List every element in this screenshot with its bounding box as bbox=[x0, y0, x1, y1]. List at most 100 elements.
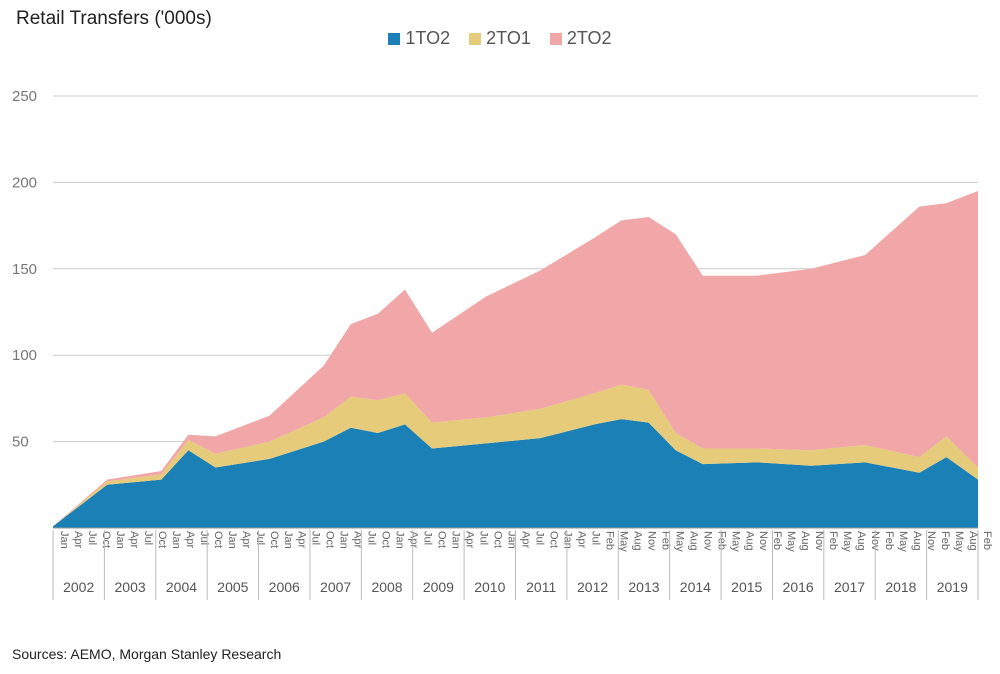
x-month-label: Aug bbox=[855, 531, 867, 551]
x-month-label: May bbox=[785, 531, 797, 552]
x-month-label: Jan bbox=[394, 531, 406, 549]
x-month-label: Jul bbox=[478, 531, 490, 545]
x-month-label: May bbox=[729, 531, 741, 552]
x-month-label: Feb bbox=[659, 531, 671, 550]
x-month-label: Aug bbox=[967, 531, 979, 551]
x-month-label: May bbox=[953, 531, 965, 552]
x-month-label: Oct bbox=[324, 531, 336, 548]
x-month-label: Oct bbox=[100, 531, 112, 548]
y-tick-label: 150 bbox=[12, 261, 37, 278]
x-month-label: May bbox=[617, 531, 629, 552]
x-month-label: Feb bbox=[883, 531, 895, 550]
x-month-label: May bbox=[897, 531, 909, 552]
legend-label-2to1: 2TO1 bbox=[486, 28, 531, 48]
x-month-label: Apr bbox=[520, 531, 532, 548]
x-month-label: Oct bbox=[492, 531, 504, 548]
legend-label-1to2: 1TO2 bbox=[405, 28, 451, 48]
x-month-label: Feb bbox=[771, 531, 783, 550]
x-year-label: 2014 bbox=[680, 579, 711, 595]
x-month-label: Apr bbox=[296, 531, 308, 548]
source-note: Sources: AEMO, Morgan Stanley Research bbox=[12, 646, 282, 662]
x-year-label: 2006 bbox=[269, 579, 300, 595]
x-month-label: Jul bbox=[366, 531, 378, 545]
x-month-label: Feb bbox=[603, 531, 615, 550]
x-year-label: 2004 bbox=[166, 579, 197, 595]
x-year-label: 2011 bbox=[526, 579, 556, 595]
x-month-label: Oct bbox=[156, 531, 168, 548]
x-month-label: Jul bbox=[86, 531, 98, 545]
x-month-label: Jul bbox=[589, 531, 601, 545]
x-month-label: Nov bbox=[757, 531, 769, 551]
x-month-label: Jan bbox=[114, 531, 126, 549]
x-month-label: Jan bbox=[338, 531, 350, 549]
x-month-label: Apr bbox=[408, 531, 420, 548]
x-month-label: Oct bbox=[212, 531, 224, 548]
chart-title: Retail Transfers ('000s) bbox=[16, 8, 212, 29]
x-year-label: 2003 bbox=[115, 579, 146, 595]
x-month-label: Nov bbox=[813, 531, 825, 551]
y-tick-label: 250 bbox=[12, 88, 37, 105]
x-month-label: Apr bbox=[72, 531, 84, 548]
x-month-label: Jan bbox=[170, 531, 182, 549]
legend-swatch-2to1 bbox=[469, 32, 482, 45]
x-month-label: Jul bbox=[422, 531, 434, 545]
x-month-label: Oct bbox=[380, 531, 392, 548]
y-tick-label: 200 bbox=[12, 174, 37, 191]
x-month-label: Aug bbox=[799, 531, 811, 551]
x-year-label: 2008 bbox=[371, 579, 402, 595]
x-month-label: Apr bbox=[240, 531, 252, 548]
x-year-label: 2007 bbox=[320, 579, 351, 595]
chart-legend: 1TO2 2TO1 2TO2 bbox=[0, 28, 1000, 50]
legend-item-2to2: 2TO2 bbox=[549, 28, 612, 49]
x-month-label: Jul bbox=[142, 531, 154, 545]
x-year-label: 2002 bbox=[63, 579, 94, 595]
area-2to2 bbox=[53, 191, 978, 527]
x-month-label: Oct bbox=[436, 531, 448, 548]
x-month-label: Aug bbox=[687, 531, 699, 551]
x-month-label: May bbox=[673, 531, 685, 552]
x-month-label: Jan bbox=[226, 531, 238, 549]
x-year-label: 2018 bbox=[885, 579, 916, 595]
x-month-label: Jul bbox=[254, 531, 266, 545]
x-month-label: Apr bbox=[464, 531, 476, 548]
legend-label-2to2: 2TO2 bbox=[566, 28, 612, 48]
x-month-label: Feb bbox=[939, 531, 951, 550]
x-month-label: Aug bbox=[631, 531, 643, 551]
legend-item-1to2: 1TO2 bbox=[388, 28, 450, 49]
area-2to1 bbox=[53, 384, 978, 527]
x-month-label: Feb bbox=[981, 531, 993, 550]
x-month-label: Nov bbox=[925, 531, 937, 551]
x-year-label: 2017 bbox=[834, 579, 865, 595]
x-month-label: Aug bbox=[743, 531, 755, 551]
x-month-label: Feb bbox=[827, 531, 839, 550]
x-year-label: 2009 bbox=[423, 579, 454, 595]
x-month-label: May bbox=[841, 531, 853, 552]
x-month-label: Oct bbox=[268, 531, 280, 548]
x-month-label: Jan bbox=[450, 531, 462, 549]
x-month-label: Jul bbox=[310, 531, 322, 545]
legend-swatch-2to2 bbox=[549, 32, 562, 45]
x-year-label: 2013 bbox=[628, 579, 659, 595]
x-month-label: Oct bbox=[547, 531, 559, 548]
x-month-label: Jan bbox=[282, 531, 294, 549]
x-month-label: Jul bbox=[533, 531, 545, 545]
legend-swatch-1to2 bbox=[388, 32, 401, 45]
x-month-label: Apr bbox=[128, 531, 140, 548]
x-month-label: Jan bbox=[561, 531, 573, 549]
legend-item-2to1: 2TO1 bbox=[469, 28, 531, 49]
x-month-label: Jan bbox=[58, 531, 70, 549]
x-year-label: 2016 bbox=[783, 579, 814, 595]
x-month-label: Apr bbox=[575, 531, 587, 548]
x-year-label: 2015 bbox=[731, 579, 762, 595]
x-month-label: Apr bbox=[184, 531, 196, 548]
x-month-label: Jan bbox=[506, 531, 518, 549]
x-month-label: Nov bbox=[645, 531, 657, 551]
x-year-label: 2010 bbox=[474, 579, 505, 595]
x-year-label: 2012 bbox=[577, 579, 608, 595]
x-year-label: 2005 bbox=[217, 579, 248, 595]
x-month-label: Nov bbox=[701, 531, 713, 551]
y-tick-label: 100 bbox=[12, 347, 37, 364]
x-month-label: Apr bbox=[352, 531, 364, 548]
x-year-label: 2019 bbox=[937, 579, 968, 595]
